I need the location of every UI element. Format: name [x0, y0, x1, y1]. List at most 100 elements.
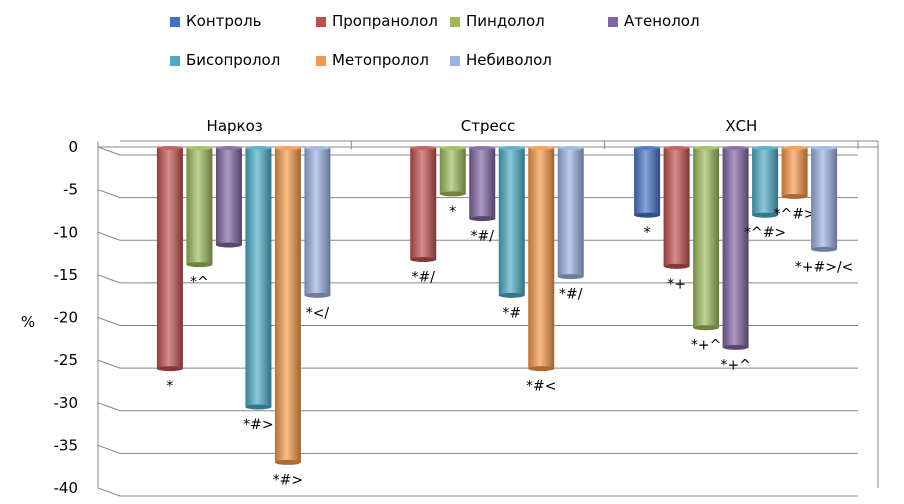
bar-annotation: *+#>/< [795, 259, 854, 275]
bar-end [722, 344, 749, 350]
y-tick-label: -40 [54, 479, 79, 497]
legend-label: Метопролол [332, 51, 429, 69]
legend-item: Бисопролол [170, 51, 280, 69]
category-label: Стресс [461, 117, 515, 135]
bar-annotation: *</ [306, 305, 330, 321]
legend-label: Пропранолол [332, 12, 438, 30]
bar-top [752, 146, 779, 150]
bar-end [410, 257, 437, 263]
bar-annotation: *#/ [412, 270, 436, 286]
bar [634, 148, 661, 216]
gridline-edge [97, 189, 121, 199]
bar [781, 148, 808, 197]
bar-end [557, 274, 584, 280]
gridline-edge [97, 444, 121, 454]
bar [274, 148, 301, 463]
bar-annotation: *+^ [720, 357, 750, 373]
bar-top [439, 146, 466, 150]
y-tick-label: -10 [54, 223, 79, 241]
bar-end [156, 366, 183, 372]
bar-top [304, 146, 331, 150]
bar-top [693, 146, 720, 150]
legend-item: Метопролол [316, 51, 429, 69]
legend-item: Контроль [170, 12, 262, 30]
bar-annotation: *#/ [559, 287, 583, 303]
bar-end [215, 242, 242, 248]
bar-end [752, 212, 779, 218]
bar-end [528, 366, 555, 372]
y-tick-label: -5 [63, 181, 78, 199]
y-tick-label: -35 [54, 436, 79, 454]
legend-swatch [170, 16, 180, 27]
legend-swatch [316, 16, 326, 27]
bar-annotation: *+ [667, 276, 686, 292]
y-tick-label: -20 [54, 309, 79, 327]
bar-top [528, 146, 555, 150]
bar-end [498, 292, 525, 298]
bar-top [410, 146, 437, 150]
bar [186, 148, 213, 265]
bar-end [811, 246, 838, 252]
legend-swatch [316, 55, 326, 66]
legend-label: Пиндолол [466, 12, 545, 30]
bar-top [215, 146, 242, 150]
bar [469, 148, 496, 219]
bar [528, 148, 555, 369]
bar-annotation: * [449, 204, 456, 220]
bar [752, 148, 779, 216]
bar [811, 148, 838, 250]
bar [410, 148, 437, 260]
gridline-edge [97, 359, 121, 369]
gridline-edge [97, 487, 121, 497]
bar-top [781, 146, 808, 150]
y-tick-label: -25 [54, 351, 79, 369]
bar [304, 148, 331, 296]
legend-label: Контроль [186, 12, 262, 30]
bar-annotation: *^#> [744, 225, 786, 241]
legend-item: Атенолол [608, 12, 700, 30]
legend-item: Небиволол [450, 51, 552, 69]
bar-end [245, 404, 272, 410]
gridline-edge [97, 317, 121, 326]
bar-annotation: *#> [273, 472, 303, 488]
bar-annotation: * [166, 379, 173, 395]
bar-top [186, 146, 213, 150]
legend-item: Пропранолол [316, 12, 438, 30]
bar [693, 148, 720, 328]
bar-top [663, 146, 690, 150]
bar-top [722, 146, 749, 150]
bar-end [186, 262, 213, 268]
bar [663, 148, 690, 267]
gridline-edge [97, 146, 121, 156]
bar-end [304, 292, 331, 298]
legend-swatch [170, 55, 180, 66]
bar-top [557, 146, 584, 150]
gridline-edge [97, 231, 121, 241]
bar [245, 148, 272, 408]
bar-top [634, 146, 661, 150]
legend-item: Пиндолол [450, 12, 545, 30]
bar-annotation: *#< [526, 379, 556, 395]
legend-swatch [450, 55, 460, 66]
category-label: ХСН [725, 117, 757, 135]
bar-end [439, 191, 466, 197]
bar [498, 148, 525, 296]
legend-swatch [450, 16, 460, 27]
legend-label: Небиволол [466, 51, 552, 69]
legend-label: Бисопролол [186, 51, 281, 69]
bar-top [156, 146, 183, 150]
y-axis-label: % [21, 313, 35, 331]
gridline-edge [97, 274, 121, 284]
bar-end [274, 459, 301, 465]
legend-swatch [608, 16, 618, 27]
bar-top [274, 146, 301, 150]
bar [156, 148, 183, 369]
bar [557, 148, 584, 277]
bar [215, 148, 242, 246]
gridline-edge [97, 402, 121, 412]
y-tick-label: -15 [54, 266, 79, 284]
bar [722, 148, 749, 348]
bar-end [781, 193, 808, 199]
